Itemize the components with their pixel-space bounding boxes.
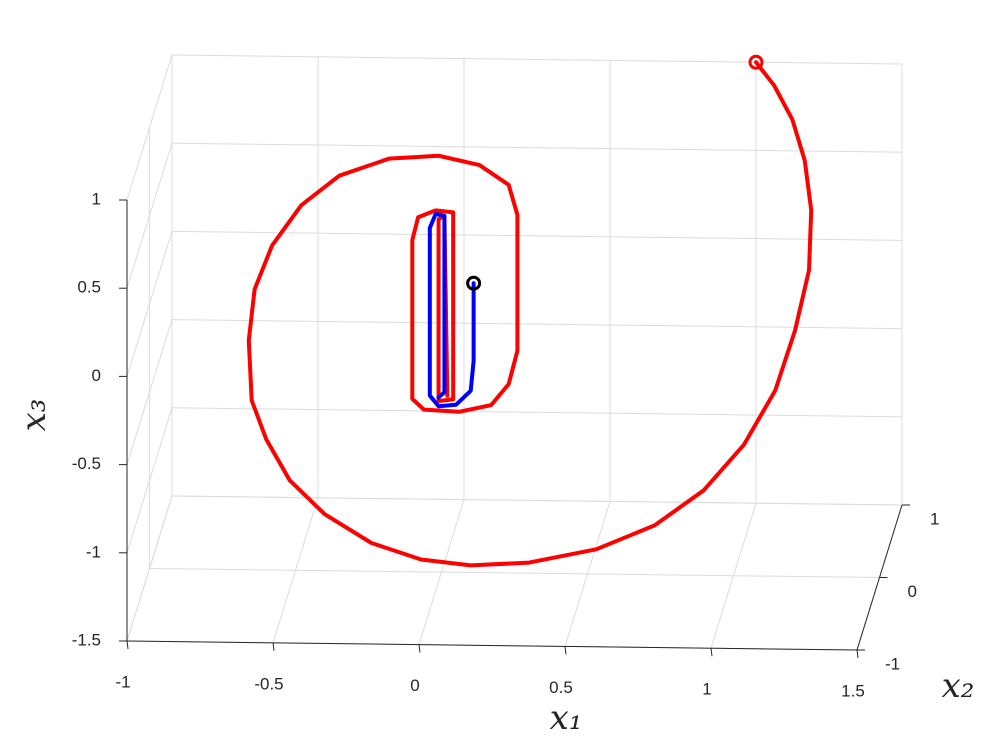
x-tick-label: 1 <box>702 680 711 699</box>
grid-line <box>149 568 880 578</box>
plot-area <box>246 54 814 568</box>
x-tick-label: 0.5 <box>549 678 573 697</box>
x-axis-label: x₁ <box>550 698 583 738</box>
y-tick-label: 1 <box>930 509 939 528</box>
y-tick-label: 0 <box>908 582 917 601</box>
axes: -1 -0.5 0 0.5 1 1.5 -1 0 1 -1.5 -1 -0.5 0 0.5 1 <box>72 189 940 700</box>
x-tick <box>272 642 275 651</box>
z-axis-label: x₃ <box>14 399 54 432</box>
z-tick-label: -1.5 <box>72 630 101 649</box>
grid-line <box>126 495 173 642</box>
x-tick-label: 1.5 <box>841 681 865 700</box>
grid-line <box>171 142 903 153</box>
x-tick-label: -1 <box>115 672 130 691</box>
line <box>246 60 814 568</box>
grid-line <box>171 407 903 418</box>
y-axis-line <box>856 504 903 651</box>
grid-line <box>171 319 903 330</box>
x-tick <box>856 649 859 659</box>
z-tick-label: -0.5 <box>72 454 101 473</box>
z-tick-label: 1 <box>92 189 101 208</box>
y-axis-label: x₂ <box>942 666 975 706</box>
z-tick-label: -1 <box>86 542 101 561</box>
line <box>427 211 476 409</box>
x-tick-label: 0 <box>410 676 419 695</box>
grid-line <box>171 495 903 506</box>
grid-line <box>126 231 173 377</box>
z-tick-label: 0 <box>92 366 101 385</box>
x-tick <box>710 648 713 657</box>
grid-line <box>171 54 903 65</box>
x-tick <box>418 644 421 653</box>
grid-line <box>126 143 173 289</box>
x-tick <box>564 646 567 655</box>
start-marker <box>748 54 764 70</box>
z-tick-label: 0.5 <box>77 278 101 297</box>
x-axis-line <box>126 640 858 651</box>
grid-line <box>126 407 173 553</box>
grid-line <box>126 319 173 465</box>
y-tick-label: -1 <box>885 654 900 673</box>
grid-line <box>126 54 173 201</box>
x-tick-label: -0.5 <box>254 674 283 693</box>
grid-line <box>171 230 903 241</box>
x-tick <box>126 640 129 650</box>
start-marker <box>466 275 482 291</box>
